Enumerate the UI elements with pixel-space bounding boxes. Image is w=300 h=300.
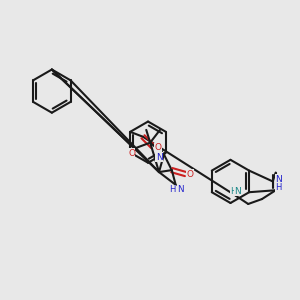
- Text: N: N: [156, 153, 162, 162]
- Text: O: O: [154, 143, 161, 152]
- Text: N: N: [234, 187, 241, 196]
- Text: O: O: [187, 169, 194, 178]
- Text: N: N: [177, 185, 184, 194]
- Text: N: N: [275, 175, 282, 184]
- Text: H: H: [230, 187, 237, 196]
- Text: H: H: [169, 185, 176, 194]
- Text: H: H: [275, 183, 282, 192]
- Text: O: O: [128, 149, 135, 158]
